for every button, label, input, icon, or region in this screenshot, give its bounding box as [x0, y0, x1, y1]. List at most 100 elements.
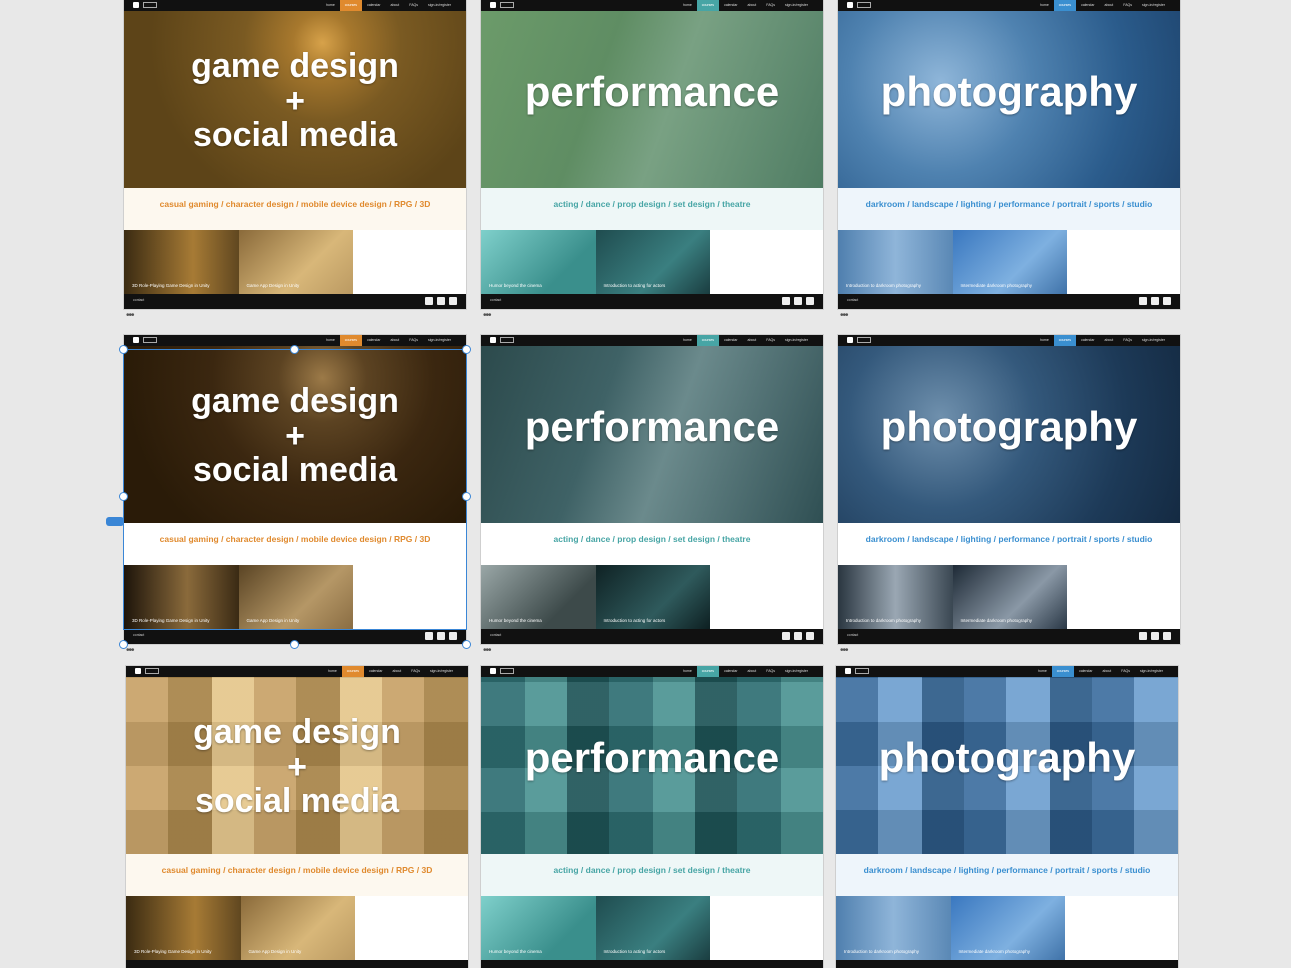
contact-link[interactable]: contact	[847, 633, 859, 637]
nav-signin[interactable]: sign-in/register	[428, 338, 451, 342]
nav-about[interactable]: about	[390, 338, 400, 342]
nav-home[interactable]: home	[1040, 338, 1049, 342]
resize-handle-tr[interactable]	[462, 345, 471, 354]
nav-about[interactable]: about	[747, 3, 757, 7]
nav-home[interactable]: home	[1038, 669, 1047, 673]
more-options-icon[interactable]: •••	[126, 645, 134, 656]
twitter-icon[interactable]	[437, 297, 445, 305]
course-thumb-1[interactable]: 3D Role-Playing Game Design in Unity	[124, 230, 239, 294]
nav-home[interactable]: home	[683, 669, 692, 673]
nav-home[interactable]: home	[1040, 3, 1049, 7]
nav-courses[interactable]: courses	[1053, 335, 1077, 346]
nav-home[interactable]: home	[326, 338, 335, 342]
resize-handle-l[interactable]	[119, 492, 128, 501]
nav-calendar[interactable]: calendar	[369, 669, 383, 673]
design-card-performance-2[interactable]: home courses calendar about FAQs sign-in…	[481, 335, 823, 644]
nav-home[interactable]: home	[326, 3, 335, 7]
contact-link[interactable]: contact	[490, 298, 502, 302]
nav-home[interactable]: home	[683, 338, 692, 342]
course-thumb-2[interactable]: Intermediate darkroom photography	[952, 565, 1067, 629]
nav-signin[interactable]: sign-in/register	[430, 669, 453, 673]
nav-about[interactable]: about	[747, 669, 757, 673]
course-thumb-1[interactable]: Humor beyond the cinema	[481, 896, 596, 960]
nav-signin[interactable]: sign-in/register	[785, 338, 808, 342]
nav-signin[interactable]: sign-in/register	[1142, 338, 1165, 342]
nav-calendar[interactable]: calendar	[1079, 669, 1093, 673]
nav-signin[interactable]: sign-in/register	[1142, 3, 1165, 7]
youtube-icon[interactable]	[806, 632, 814, 640]
design-card-game-1[interactable]: home courses calendar about FAQs sign-in…	[124, 0, 466, 309]
nav-signin[interactable]: sign-in/register	[785, 669, 808, 673]
nav-about[interactable]: about	[390, 3, 400, 7]
nav-calendar[interactable]: calendar	[367, 3, 381, 7]
nav-about[interactable]: about	[1102, 669, 1112, 673]
nav-signin[interactable]: sign-in/register	[1140, 669, 1163, 673]
nav-faqs[interactable]: FAQs	[409, 3, 419, 7]
more-options-icon[interactable]: •••	[483, 645, 491, 656]
nav-signin[interactable]: sign-in/register	[428, 3, 451, 7]
contact-link[interactable]: contact	[133, 633, 145, 637]
more-options-icon[interactable]: •••	[483, 310, 491, 321]
nav-signin[interactable]: sign-in/register	[785, 3, 808, 7]
course-thumb-1[interactable]: Humor beyond the cinema	[481, 230, 596, 294]
nav-about[interactable]: about	[392, 669, 402, 673]
twitter-icon[interactable]	[1151, 632, 1159, 640]
nav-courses[interactable]: courses	[696, 0, 720, 11]
facebook-icon[interactable]	[1139, 632, 1147, 640]
nav-faqs[interactable]: FAQs	[409, 338, 419, 342]
design-card-photography-1[interactable]: home courses calendar about FAQs sign-in…	[838, 0, 1180, 309]
course-thumb-2[interactable]: Intermediate darkroom photography	[950, 896, 1065, 960]
nav-home[interactable]: home	[683, 3, 692, 7]
more-options-icon[interactable]: •••	[126, 310, 134, 321]
course-thumb-1[interactable]: 3D Role-Playing Game Design in Unity	[126, 896, 241, 960]
nav-calendar[interactable]: calendar	[724, 3, 738, 7]
course-thumb-2[interactable]: Game App Design in Unity	[238, 230, 353, 294]
resize-handle-r[interactable]	[462, 492, 471, 501]
facebook-icon[interactable]	[425, 632, 433, 640]
facebook-icon[interactable]	[782, 632, 790, 640]
resize-handle-bl[interactable]	[119, 640, 128, 649]
nav-calendar[interactable]: calendar	[367, 338, 381, 342]
nav-faqs[interactable]: FAQs	[766, 3, 776, 7]
nav-calendar[interactable]: calendar	[1081, 3, 1095, 7]
nav-calendar[interactable]: calendar	[1081, 338, 1095, 342]
youtube-icon[interactable]	[449, 632, 457, 640]
design-card-photography-2[interactable]: home courses calendar about FAQs sign-in…	[838, 335, 1180, 644]
nav-about[interactable]: about	[1104, 338, 1114, 342]
youtube-icon[interactable]	[1163, 632, 1171, 640]
course-thumb-2[interactable]: Game App Design in Unity	[238, 565, 353, 629]
youtube-icon[interactable]	[1163, 297, 1171, 305]
nav-home[interactable]: home	[328, 669, 337, 673]
nav-calendar[interactable]: calendar	[724, 338, 738, 342]
course-thumb-1[interactable]: Introduction to darkroom photography	[838, 565, 953, 629]
resize-handle-t[interactable]	[290, 345, 299, 354]
resize-handle-b[interactable]	[290, 640, 299, 649]
nav-faqs[interactable]: FAQs	[766, 669, 776, 673]
contact-link[interactable]: contact	[133, 298, 145, 302]
facebook-icon[interactable]	[782, 297, 790, 305]
nav-about[interactable]: about	[747, 338, 757, 342]
course-thumb-1[interactable]: Introduction to darkroom photography	[838, 230, 953, 294]
twitter-icon[interactable]	[437, 632, 445, 640]
course-thumb-2[interactable]: Introduction to acting for actors	[595, 565, 710, 629]
course-thumb-2[interactable]: Intermediate darkroom photography	[952, 230, 1067, 294]
nav-about[interactable]: about	[1104, 3, 1114, 7]
resize-handle-br[interactable]	[462, 640, 471, 649]
facebook-icon[interactable]	[1139, 297, 1147, 305]
nav-courses[interactable]: courses	[696, 666, 720, 677]
nav-courses[interactable]: courses	[341, 666, 365, 677]
nav-faqs[interactable]: FAQs	[411, 669, 421, 673]
resize-handle-tl[interactable]	[119, 345, 128, 354]
course-thumb-1[interactable]: Introduction to darkroom photography	[836, 896, 951, 960]
nav-courses[interactable]: courses	[696, 335, 720, 346]
twitter-icon[interactable]	[794, 297, 802, 305]
course-thumb-2[interactable]: Introduction to acting for actors	[595, 230, 710, 294]
design-card-game-2[interactable]: home courses calendar about FAQs sign-in…	[124, 335, 466, 644]
design-card-performance-1[interactable]: home courses calendar about FAQs sign-in…	[481, 0, 823, 309]
design-card-performance-3[interactable]: home courses calendar about FAQs sign-in…	[481, 666, 823, 968]
youtube-icon[interactable]	[806, 297, 814, 305]
contact-link[interactable]: contact	[847, 298, 859, 302]
twitter-icon[interactable]	[794, 632, 802, 640]
nav-faqs[interactable]: FAQs	[1123, 3, 1133, 7]
nav-courses[interactable]: courses	[339, 335, 363, 346]
